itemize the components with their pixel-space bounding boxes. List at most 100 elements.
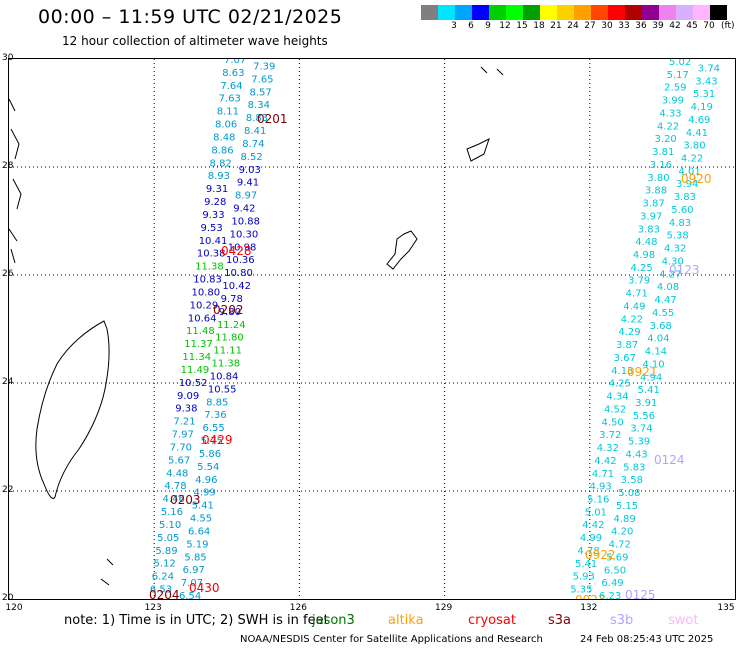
pass-time-label: 0920 — [681, 172, 712, 186]
wave-height-value: 3.87 — [616, 340, 638, 351]
wave-height-value: 4.19 — [691, 102, 713, 113]
wave-height-value: 4.30 — [662, 256, 684, 267]
colorbar-swatch — [625, 5, 642, 20]
wave-height-value: 11.34 — [182, 352, 211, 363]
colorbar-tick-label: 12 — [499, 21, 511, 31]
wave-height-value: 6.97 — [183, 565, 205, 576]
wave-height-value: 6.24 — [152, 572, 174, 583]
wave-height-value: 7.36 — [204, 410, 226, 421]
wave-height-value: 10.83 — [193, 275, 222, 286]
wave-height-value: 8.85 — [206, 397, 228, 408]
colorbar-swatch — [642, 5, 659, 20]
wave-height-value: 3.80 — [683, 141, 705, 152]
wave-height-value: 5.38 — [666, 231, 688, 242]
wave-height-value: 3.87 — [642, 199, 664, 210]
colorbar-swatch — [710, 5, 727, 20]
wave-height-value: 5.02 — [669, 59, 691, 68]
wave-height-value: 9.42 — [233, 204, 255, 215]
wave-height-value: 4.99 — [193, 488, 215, 499]
wave-height-value: 5.41 — [638, 385, 660, 396]
latitude-label: 30 — [2, 53, 14, 63]
wave-height-value: 5.56 — [633, 411, 655, 422]
wave-height-value: 3.20 — [655, 134, 677, 145]
longitude-label: 132 — [580, 603, 598, 613]
wave-height-value: 8.57 — [249, 87, 271, 98]
wave-height-value: 7.21 — [173, 417, 195, 428]
wave-height-value: 8.48 — [213, 132, 235, 143]
wave-height-value: 5.86 — [199, 449, 221, 460]
wave-height-value: 3.88 — [645, 186, 667, 197]
wave-height-value: 4.98 — [633, 250, 655, 261]
wave-height-value: 3.97 — [640, 211, 662, 222]
colorbar-tick-label: 42 — [669, 21, 681, 31]
pass-time-label: 0203 — [170, 493, 201, 507]
wave-height-value: 7.65 — [251, 74, 273, 85]
wave-height-value: 9.78 — [221, 294, 243, 305]
wave-height-value: 11.11 — [213, 346, 242, 357]
colorbar-swatch — [574, 5, 591, 20]
wave-height-value: 6.49 — [601, 578, 623, 589]
wave-height-value: 4.33 — [659, 108, 681, 119]
colorbar-tick-label: 30 — [601, 21, 613, 31]
wave-height-value: 10.98 — [228, 242, 257, 253]
wave-height-value: 5.35 — [570, 585, 592, 596]
pass-time-label: 0923 — [575, 593, 606, 599]
wave-height-value: 9.80 — [219, 307, 241, 318]
wave-height-value: 10.42 — [222, 281, 251, 292]
wave-height-value: 3.83 — [674, 192, 696, 203]
wave-height-value: 4.49 — [623, 301, 645, 312]
wave-height-value: 10.30 — [230, 229, 259, 240]
longitude-label: 123 — [144, 603, 162, 613]
wave-height-value: 3.68 — [650, 321, 672, 332]
wave-height-value: 8.63 — [222, 68, 244, 79]
ryukyu-islands — [386, 66, 504, 270]
wave-height-value: 4.89 — [613, 514, 635, 525]
wave-height-value: 5.05 — [157, 533, 179, 544]
wave-height-value: 6.23 — [599, 591, 621, 599]
taiwan-coastline — [35, 320, 110, 499]
colorbar-tick-label: 15 — [516, 21, 528, 31]
wave-height-value: 10.38 — [197, 249, 226, 260]
colorbar-swatch — [557, 5, 574, 20]
wave-height-value: 4.22 — [657, 121, 679, 132]
wave-height-value: 11.80 — [215, 333, 244, 344]
wave-height-value: 5.60 — [671, 205, 693, 216]
colorbar-tick-label: 3 — [451, 21, 457, 31]
wave-height-value: 6.64 — [188, 526, 210, 537]
wave-height-value: 11.24 — [217, 320, 246, 331]
wave-height-value: 4.32 — [664, 244, 686, 255]
wave-height-value: 4.72 — [609, 540, 631, 551]
wave-height-value: 10.55 — [208, 384, 237, 395]
china-coastline — [9, 98, 22, 264]
wave-height-value: 3.43 — [695, 76, 717, 87]
latitude-label: 20 — [2, 593, 14, 603]
wave-height-value: 4.32 — [597, 443, 619, 454]
wave-height-value: 4.04 — [647, 334, 669, 345]
wave-height-value: 3.72 — [599, 430, 621, 441]
wave-height-value: 8.41 — [244, 126, 266, 137]
wave-height-value: 10.36 — [226, 255, 255, 266]
wave-height-value: 4.13 — [611, 366, 633, 377]
wave-height-value: 4.10 — [642, 359, 664, 370]
wave-height-value: 8.97 — [235, 191, 257, 202]
wave-height-value: 4.50 — [602, 417, 624, 428]
wave-height-value: 8.52 — [240, 152, 262, 163]
wave-height-value: 4.69 — [688, 115, 710, 126]
wave-height-value: 5.12 — [154, 559, 176, 570]
wave-height-value: 5.41 — [575, 559, 597, 570]
colorbar-swatch — [540, 5, 557, 20]
pass-time-label: 0123 — [669, 263, 700, 277]
wave-height-value: 4.25 — [630, 263, 652, 274]
footnote: note: 1) Time is in UTC; 2) SWH is in fe… — [64, 613, 329, 628]
wave-height-value: 4.01 — [679, 166, 701, 177]
longitude-label: 126 — [289, 603, 307, 613]
colorbar-tick-label: 6 — [468, 21, 474, 31]
wave-height-value: 5.83 — [623, 462, 645, 473]
longitude-label: 135 — [717, 603, 735, 613]
wave-height-value: 5.10 — [159, 520, 181, 531]
wave-height-value: 4.22 — [621, 314, 643, 325]
colorbar-tick-label: 18 — [533, 21, 545, 31]
satellite-legend-entry: s3b — [610, 613, 634, 628]
wave-height-value: 8.34 — [248, 100, 270, 111]
satellite-legend-entry: swot — [668, 613, 699, 628]
